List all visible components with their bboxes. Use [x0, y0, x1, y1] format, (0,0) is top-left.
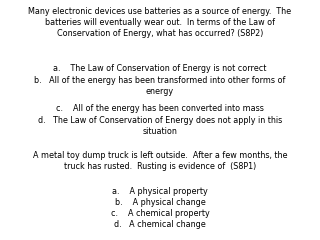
Text: a.    The Law of Conservation of Energy is not correct: a. The Law of Conservation of Energy is …: [53, 64, 267, 72]
Text: a.    A physical property: a. A physical property: [112, 187, 208, 196]
Text: c.    A chemical property: c. A chemical property: [111, 209, 209, 218]
Text: c.    All of the energy has been converted into mass: c. All of the energy has been converted …: [56, 104, 264, 114]
Text: A metal toy dump truck is left outside.  After a few months, the
truck has ruste: A metal toy dump truck is left outside. …: [33, 151, 287, 171]
Text: Many electronic devices use batteries as a source of energy.  The
batteries will: Many electronic devices use batteries as…: [28, 7, 292, 38]
Text: d.   The Law of Conservation of Energy does not apply in this
situation: d. The Law of Conservation of Energy doe…: [38, 116, 282, 137]
Text: b.    A physical change: b. A physical change: [115, 198, 205, 207]
Text: b.   All of the energy has been transformed into other forms of
energy: b. All of the energy has been transforme…: [34, 76, 286, 96]
Text: d.   A chemical change: d. A chemical change: [114, 220, 206, 228]
